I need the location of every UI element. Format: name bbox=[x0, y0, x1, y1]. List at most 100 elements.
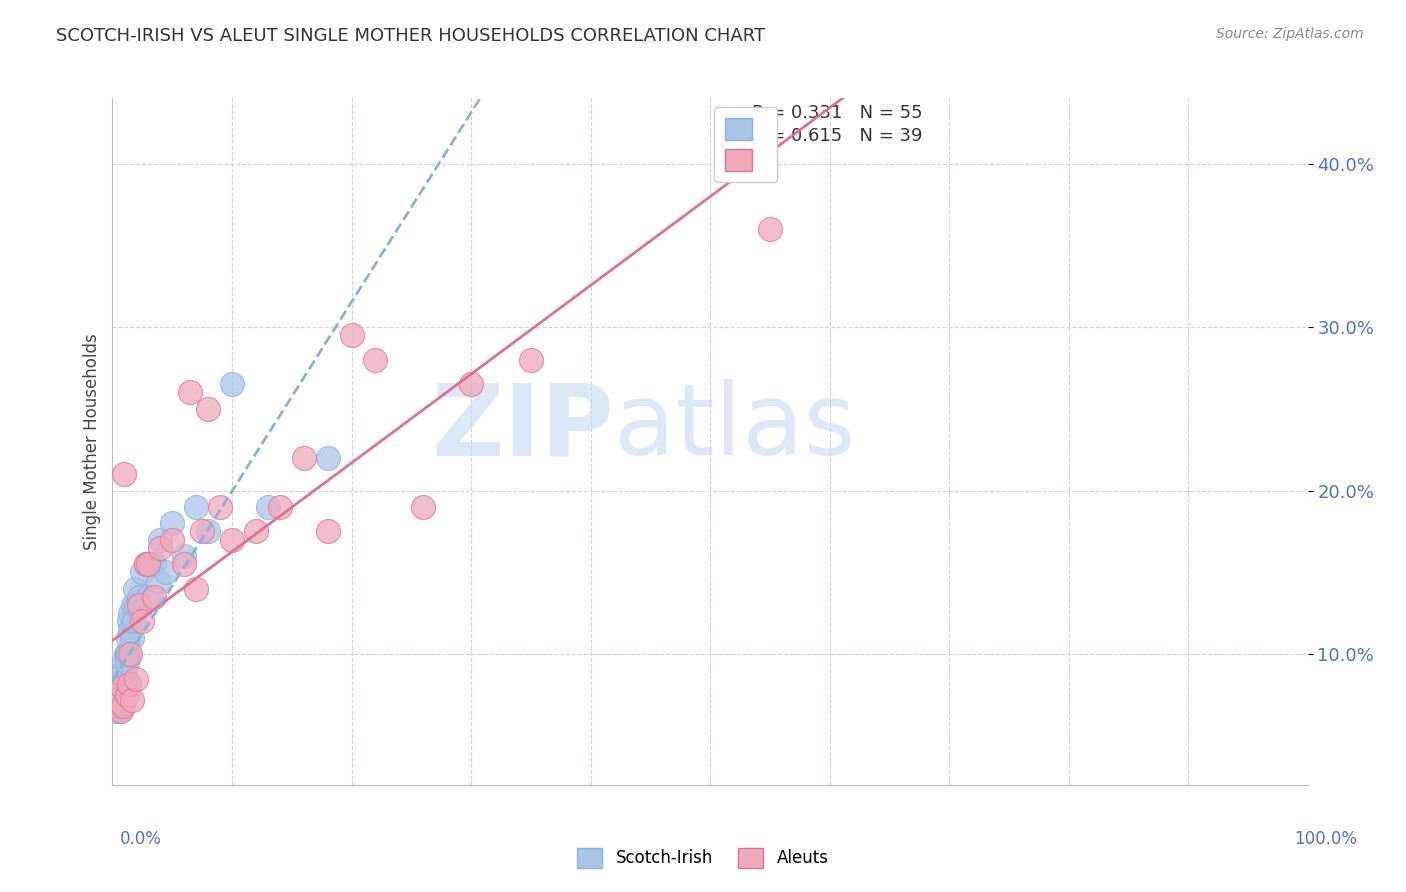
Point bbox=[340, 328, 363, 343]
Point bbox=[111, 680, 134, 694]
Point bbox=[364, 352, 387, 367]
Point bbox=[245, 524, 267, 539]
Point bbox=[186, 582, 208, 596]
Point bbox=[107, 699, 129, 714]
Point bbox=[108, 696, 131, 710]
Point bbox=[105, 688, 128, 702]
Point bbox=[209, 500, 232, 514]
Point bbox=[110, 705, 132, 719]
Point bbox=[149, 541, 172, 555]
Point bbox=[114, 672, 135, 686]
Point bbox=[108, 696, 131, 710]
Point bbox=[105, 699, 128, 714]
Point bbox=[179, 385, 201, 400]
Point bbox=[125, 598, 148, 612]
Point bbox=[104, 696, 127, 710]
Text: 0.0%: 0.0% bbox=[120, 830, 162, 847]
Point bbox=[118, 676, 141, 690]
Point bbox=[139, 557, 162, 572]
Point bbox=[162, 516, 183, 531]
Point bbox=[121, 631, 143, 645]
Point bbox=[105, 696, 128, 710]
Point bbox=[110, 691, 132, 706]
Point bbox=[135, 557, 157, 572]
Point bbox=[186, 500, 208, 514]
Point bbox=[121, 598, 143, 612]
Point bbox=[191, 524, 214, 539]
Point bbox=[120, 607, 142, 621]
Point bbox=[412, 500, 434, 514]
Point bbox=[146, 574, 169, 588]
Point bbox=[105, 693, 128, 707]
Point bbox=[118, 615, 141, 629]
Point bbox=[114, 467, 135, 482]
Point bbox=[110, 688, 132, 702]
Point bbox=[138, 557, 160, 572]
Point bbox=[197, 401, 219, 416]
Point bbox=[121, 693, 143, 707]
Point bbox=[107, 696, 129, 710]
Point bbox=[149, 533, 172, 547]
Point bbox=[122, 615, 145, 629]
Point bbox=[107, 693, 129, 707]
Point bbox=[316, 450, 339, 465]
Text: Source: ZipAtlas.com: Source: ZipAtlas.com bbox=[1216, 27, 1364, 41]
Point bbox=[112, 699, 135, 714]
Point bbox=[110, 693, 132, 707]
Point bbox=[460, 377, 482, 392]
Point bbox=[135, 557, 157, 572]
Point bbox=[112, 688, 135, 702]
Point bbox=[173, 549, 195, 563]
Text: SCOTCH-IRISH VS ALEUT SINGLE MOTHER HOUSEHOLDS CORRELATION CHART: SCOTCH-IRISH VS ALEUT SINGLE MOTHER HOUS… bbox=[56, 27, 765, 45]
Point bbox=[110, 699, 132, 714]
Point bbox=[111, 691, 134, 706]
Point bbox=[155, 566, 177, 580]
Point bbox=[114, 672, 136, 686]
Text: ZIP: ZIP bbox=[432, 379, 614, 476]
Point bbox=[162, 533, 183, 547]
Text: atlas: atlas bbox=[614, 379, 856, 476]
Point bbox=[111, 696, 134, 710]
Point bbox=[257, 500, 280, 514]
Point bbox=[105, 705, 128, 719]
Point bbox=[128, 590, 150, 604]
Point bbox=[173, 557, 195, 572]
Point bbox=[143, 590, 166, 604]
Point bbox=[105, 699, 128, 714]
Point bbox=[520, 352, 543, 367]
Point bbox=[107, 693, 129, 707]
Text: 100.0%: 100.0% bbox=[1294, 830, 1357, 847]
Point bbox=[115, 688, 138, 702]
Point bbox=[117, 631, 139, 645]
Point bbox=[114, 688, 135, 702]
Point bbox=[108, 705, 131, 719]
Point bbox=[117, 647, 139, 661]
Point bbox=[143, 557, 166, 572]
Point bbox=[221, 377, 243, 392]
Point bbox=[131, 566, 153, 580]
Point bbox=[115, 655, 138, 669]
Point bbox=[292, 450, 315, 465]
Point bbox=[111, 680, 134, 694]
Point bbox=[221, 533, 243, 547]
Point bbox=[120, 623, 142, 637]
Point bbox=[107, 688, 129, 702]
Point bbox=[128, 598, 150, 612]
Point bbox=[131, 615, 153, 629]
Text: R = 0.331   N = 55: R = 0.331 N = 55 bbox=[752, 104, 922, 122]
Y-axis label: Single Mother Households: Single Mother Households bbox=[83, 334, 101, 549]
Legend: Scotch-Irish, Aleuts: Scotch-Irish, Aleuts bbox=[571, 841, 835, 875]
Legend: , : , bbox=[714, 107, 778, 182]
Point bbox=[114, 647, 136, 661]
Point bbox=[269, 500, 291, 514]
Point bbox=[115, 647, 138, 661]
Point bbox=[125, 672, 148, 686]
Point bbox=[124, 582, 146, 596]
Point bbox=[108, 691, 131, 706]
Point bbox=[112, 676, 135, 690]
Text: R = 0.615   N = 39: R = 0.615 N = 39 bbox=[752, 127, 922, 145]
Point bbox=[138, 590, 160, 604]
Point bbox=[105, 696, 128, 710]
Point bbox=[114, 664, 135, 678]
Point bbox=[316, 524, 339, 539]
